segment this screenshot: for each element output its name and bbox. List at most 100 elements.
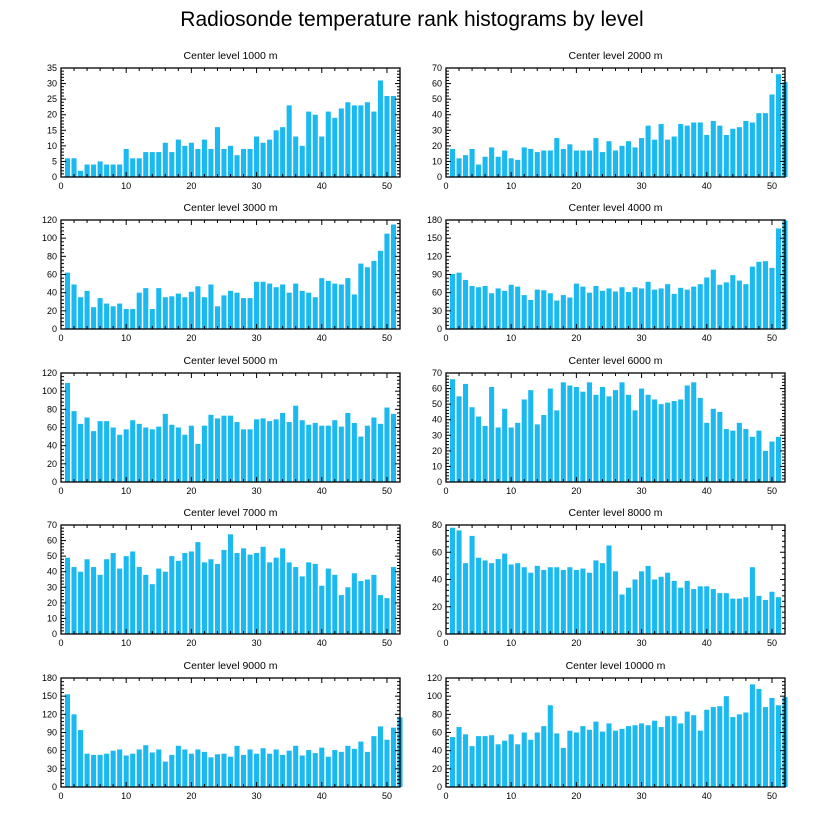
x-tick-label: 50 (767, 791, 777, 801)
histogram-bar (286, 292, 292, 329)
histogram-bar (639, 571, 645, 634)
histogram-bar (632, 579, 638, 634)
histogram-bar (71, 284, 77, 329)
histogram-bar (730, 717, 736, 787)
histogram-bar (319, 136, 325, 177)
histogram-bar (769, 697, 775, 787)
histogram-bar (547, 705, 553, 787)
x-tick-label: 0 (443, 333, 448, 343)
histogram-bar (234, 553, 240, 634)
histogram-bar (736, 127, 742, 177)
main-title: Radiosonde temperature rank histograms b… (180, 8, 644, 31)
histogram-bar (756, 430, 762, 482)
histogram-bar (560, 747, 566, 787)
histogram-bar (449, 273, 456, 329)
histogram-bar (162, 413, 168, 483)
histogram-bar (267, 139, 273, 177)
histogram-bar (691, 715, 697, 787)
histogram-bar (456, 158, 462, 177)
histogram-bar (254, 753, 260, 787)
histogram-bar (756, 261, 762, 329)
histogram-bar (234, 745, 240, 787)
histogram-bar (117, 749, 123, 787)
histogram-bar (64, 557, 71, 634)
histogram-bar (182, 749, 188, 787)
histogram-bar (606, 723, 612, 787)
x-tick-label: 30 (252, 638, 262, 648)
y-tick-label: 180 (427, 215, 442, 225)
histogram-bar (149, 584, 155, 634)
histogram-bar (267, 283, 273, 329)
histogram-bar (123, 755, 129, 787)
histogram-bar (377, 726, 383, 787)
histogram-bar (280, 412, 286, 482)
histogram-bar (593, 286, 599, 329)
x-tick-label: 40 (317, 333, 327, 343)
histogram-bar (273, 419, 279, 482)
y-tick-label: 0 (52, 629, 57, 639)
histogram-bar (312, 422, 318, 482)
histogram-bar (495, 559, 501, 634)
histogram-bar (580, 391, 586, 482)
histogram-bar (769, 267, 775, 329)
histogram-bar (749, 567, 755, 634)
histogram-bar (280, 548, 286, 634)
x-tick-label: 40 (702, 181, 712, 191)
histogram-bar (652, 289, 658, 329)
histogram-bar (534, 565, 540, 635)
histogram-bar (599, 387, 605, 482)
x-tick-label: 40 (317, 638, 327, 648)
histogram-bar (547, 293, 553, 329)
histogram-bar (188, 425, 194, 482)
histogram-bar (554, 300, 560, 329)
histogram-bar (697, 730, 703, 787)
histogram-bar (306, 424, 312, 482)
histogram-bar (593, 721, 599, 787)
y-tick-label: 40 (432, 110, 442, 120)
x-tick-label: 30 (252, 486, 262, 496)
histogram-bar (639, 388, 645, 482)
histogram-bar (476, 736, 482, 787)
y-tick-label: 10 (47, 141, 57, 151)
histogram-bar (678, 587, 684, 634)
histogram-bar (97, 161, 103, 177)
histogram-bar (449, 527, 456, 634)
x-tick-label: 10 (506, 486, 516, 496)
histogram-bar (704, 134, 710, 177)
histogram-bar (169, 754, 175, 787)
histogram-bar (528, 299, 534, 329)
histogram-bar (612, 291, 619, 329)
histogram-bar (130, 309, 136, 329)
y-tick-label: 30 (47, 79, 57, 89)
histogram-bar (743, 712, 749, 787)
histogram-bar (377, 80, 383, 177)
histogram-bar (149, 752, 155, 787)
x-tick-label: 40 (702, 791, 712, 801)
histogram-bar (351, 105, 357, 177)
rank-histogram-panel: Center level 6000 m 0 10 20 30 40 50 0 10 20 30 40 5… (432, 355, 786, 496)
histogram-bar (502, 408, 508, 482)
histogram-bar (469, 407, 475, 482)
histogram-bar (201, 751, 207, 787)
histogram-bar (188, 142, 194, 177)
histogram-bar (299, 145, 305, 177)
histogram-bar (476, 287, 482, 329)
histogram-bar (593, 394, 599, 482)
histogram-bar (169, 152, 175, 177)
histogram-bar (312, 297, 318, 329)
histogram-bar (560, 148, 566, 177)
histogram-bar (515, 159, 521, 177)
histogram-bar (84, 753, 90, 787)
histogram-bar (78, 170, 84, 177)
histogram-bar (319, 585, 325, 634)
histogram-bar (156, 749, 162, 787)
histogram-bar (508, 158, 514, 177)
rank-histogram-panel: Center level 4000 m 0 10 20 30 40 50 0 30 60 90 120… (427, 202, 788, 343)
histogram-bar (645, 394, 651, 482)
histogram-bar (463, 734, 469, 787)
histogram-bar (775, 74, 782, 177)
histogram-bar (547, 150, 553, 177)
histogram-bar (652, 720, 658, 787)
histogram-bar (612, 390, 619, 482)
histogram-bar (521, 567, 527, 634)
